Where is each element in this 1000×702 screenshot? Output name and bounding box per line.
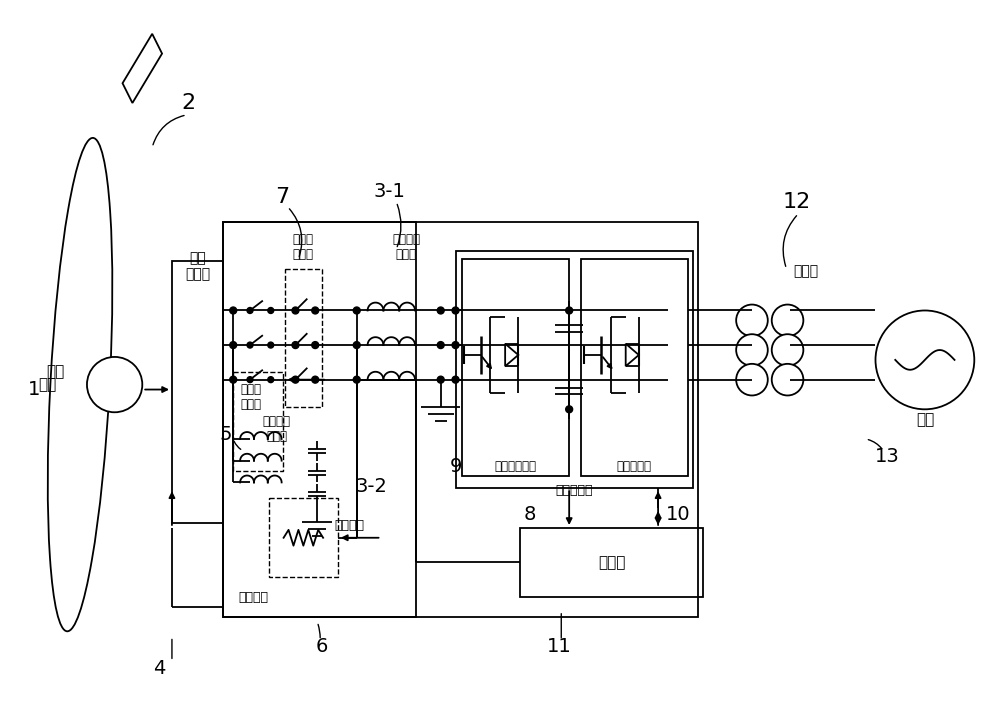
Circle shape bbox=[230, 307, 237, 314]
Text: 13: 13 bbox=[875, 447, 900, 466]
Circle shape bbox=[736, 305, 768, 336]
Text: 6: 6 bbox=[316, 637, 328, 656]
Text: 功率变换器: 功率变换器 bbox=[555, 484, 593, 497]
Circle shape bbox=[247, 307, 253, 314]
Circle shape bbox=[353, 342, 360, 348]
Bar bbox=[520, 528, 703, 597]
Circle shape bbox=[736, 334, 768, 366]
Circle shape bbox=[268, 342, 274, 348]
Text: 5: 5 bbox=[219, 425, 232, 444]
Circle shape bbox=[312, 376, 319, 383]
Text: 12: 12 bbox=[782, 192, 811, 212]
Text: 变压器: 变压器 bbox=[794, 264, 819, 278]
Text: 9: 9 bbox=[449, 457, 462, 476]
Circle shape bbox=[353, 307, 360, 314]
Bar bbox=[223, 222, 698, 617]
Circle shape bbox=[268, 377, 274, 383]
Bar bbox=[456, 251, 693, 489]
Circle shape bbox=[437, 376, 444, 383]
Text: 叶轮: 叶轮 bbox=[46, 364, 64, 379]
Circle shape bbox=[292, 376, 299, 383]
Text: 1: 1 bbox=[27, 380, 40, 399]
Circle shape bbox=[772, 364, 803, 395]
Bar bbox=[223, 222, 416, 617]
Bar bbox=[462, 259, 569, 477]
Circle shape bbox=[312, 342, 319, 348]
Circle shape bbox=[736, 364, 768, 395]
Circle shape bbox=[772, 334, 803, 366]
Text: 电网: 电网 bbox=[916, 411, 934, 427]
Bar bbox=[285, 269, 322, 407]
Text: 7: 7 bbox=[276, 187, 290, 207]
Text: 2: 2 bbox=[182, 93, 196, 113]
Text: 控制器: 控制器 bbox=[598, 555, 625, 570]
Circle shape bbox=[353, 376, 360, 383]
Circle shape bbox=[247, 342, 253, 348]
Text: 3-2: 3-2 bbox=[356, 477, 387, 496]
Circle shape bbox=[247, 377, 253, 383]
Circle shape bbox=[772, 305, 803, 336]
Bar bbox=[172, 261, 223, 523]
Circle shape bbox=[292, 307, 299, 314]
Circle shape bbox=[437, 342, 444, 348]
Polygon shape bbox=[505, 344, 518, 366]
Bar bbox=[233, 372, 283, 470]
Text: 11: 11 bbox=[547, 637, 572, 656]
Ellipse shape bbox=[48, 138, 112, 631]
Circle shape bbox=[230, 342, 237, 348]
Polygon shape bbox=[626, 344, 639, 366]
Text: 叶轮: 叶轮 bbox=[38, 377, 57, 392]
Text: 8: 8 bbox=[523, 505, 536, 524]
Text: 4: 4 bbox=[153, 658, 165, 677]
Text: 制动电阻: 制动电阻 bbox=[335, 519, 365, 532]
Circle shape bbox=[87, 357, 142, 412]
Circle shape bbox=[452, 307, 459, 314]
Circle shape bbox=[268, 307, 274, 314]
Polygon shape bbox=[123, 34, 162, 103]
Text: 第一电力
滤波器: 第一电力 滤波器 bbox=[392, 233, 420, 261]
Bar bbox=[581, 259, 688, 477]
Circle shape bbox=[875, 310, 974, 409]
Text: 发电机变换器: 发电机变换器 bbox=[495, 460, 537, 473]
Bar bbox=[269, 498, 338, 577]
Circle shape bbox=[437, 307, 444, 314]
Text: 制动器
接触器: 制动器 接触器 bbox=[240, 383, 261, 411]
Text: 10: 10 bbox=[666, 505, 690, 524]
Circle shape bbox=[230, 376, 237, 383]
Circle shape bbox=[292, 342, 299, 348]
Circle shape bbox=[566, 406, 573, 413]
Circle shape bbox=[312, 307, 319, 314]
Text: 3-1: 3-1 bbox=[373, 183, 405, 201]
Text: 电网变换器: 电网变换器 bbox=[617, 460, 652, 473]
Text: 第二电力
滤波器: 第二电力 滤波器 bbox=[263, 415, 291, 443]
Text: 制动系统: 制动系统 bbox=[238, 590, 268, 604]
Text: 永磁
发电机: 永磁 发电机 bbox=[185, 251, 210, 281]
Circle shape bbox=[452, 342, 459, 348]
Text: 发电机
接触器: 发电机 接触器 bbox=[293, 233, 314, 261]
Circle shape bbox=[452, 376, 459, 383]
Circle shape bbox=[566, 307, 573, 314]
